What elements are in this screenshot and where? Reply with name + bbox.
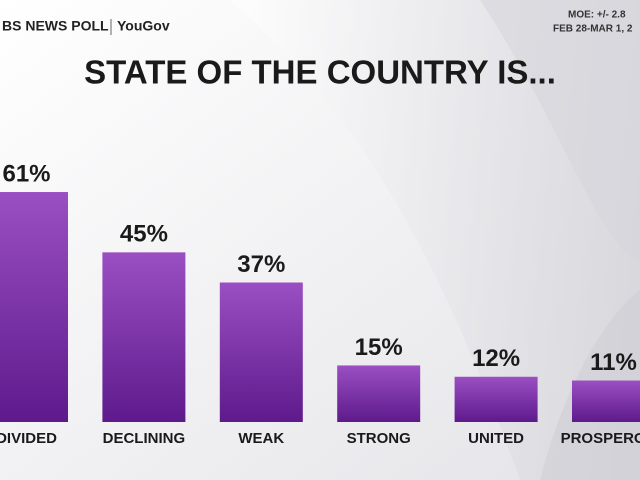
bar	[572, 380, 640, 422]
x-tick-label: DIVIDED	[0, 430, 57, 447]
bar	[102, 252, 186, 422]
value-label: 12%	[472, 345, 520, 372]
x-tick-label: PROSPEROUS	[561, 430, 640, 447]
x-tick-label: STRONG	[347, 430, 411, 447]
value-label: 11%	[590, 349, 637, 376]
bar	[0, 192, 68, 422]
source-label: BS NEWS POLL	[2, 18, 109, 34]
dates-label: FEB 28-MAR 1, 2	[553, 24, 633, 35]
value-label: 45%	[120, 221, 168, 248]
moe-label: MOE: +/- 2.8	[568, 10, 626, 21]
chart-title: STATE OF THE COUNTRY IS...	[84, 54, 556, 91]
bar	[219, 282, 303, 422]
x-tick-label: UNITED	[468, 430, 524, 447]
value-label: 37%	[237, 251, 285, 278]
x-tick-label: DECLINING	[103, 430, 186, 447]
background-swoosh	[230, 0, 640, 480]
value-label: 15%	[355, 334, 403, 361]
background-swoosh	[480, 0, 640, 260]
x-tick-label: WEAK	[238, 430, 284, 447]
bar	[454, 376, 538, 422]
value-label: 61%	[2, 160, 50, 187]
partner-label: YouGov	[117, 18, 170, 34]
bar	[337, 365, 421, 422]
